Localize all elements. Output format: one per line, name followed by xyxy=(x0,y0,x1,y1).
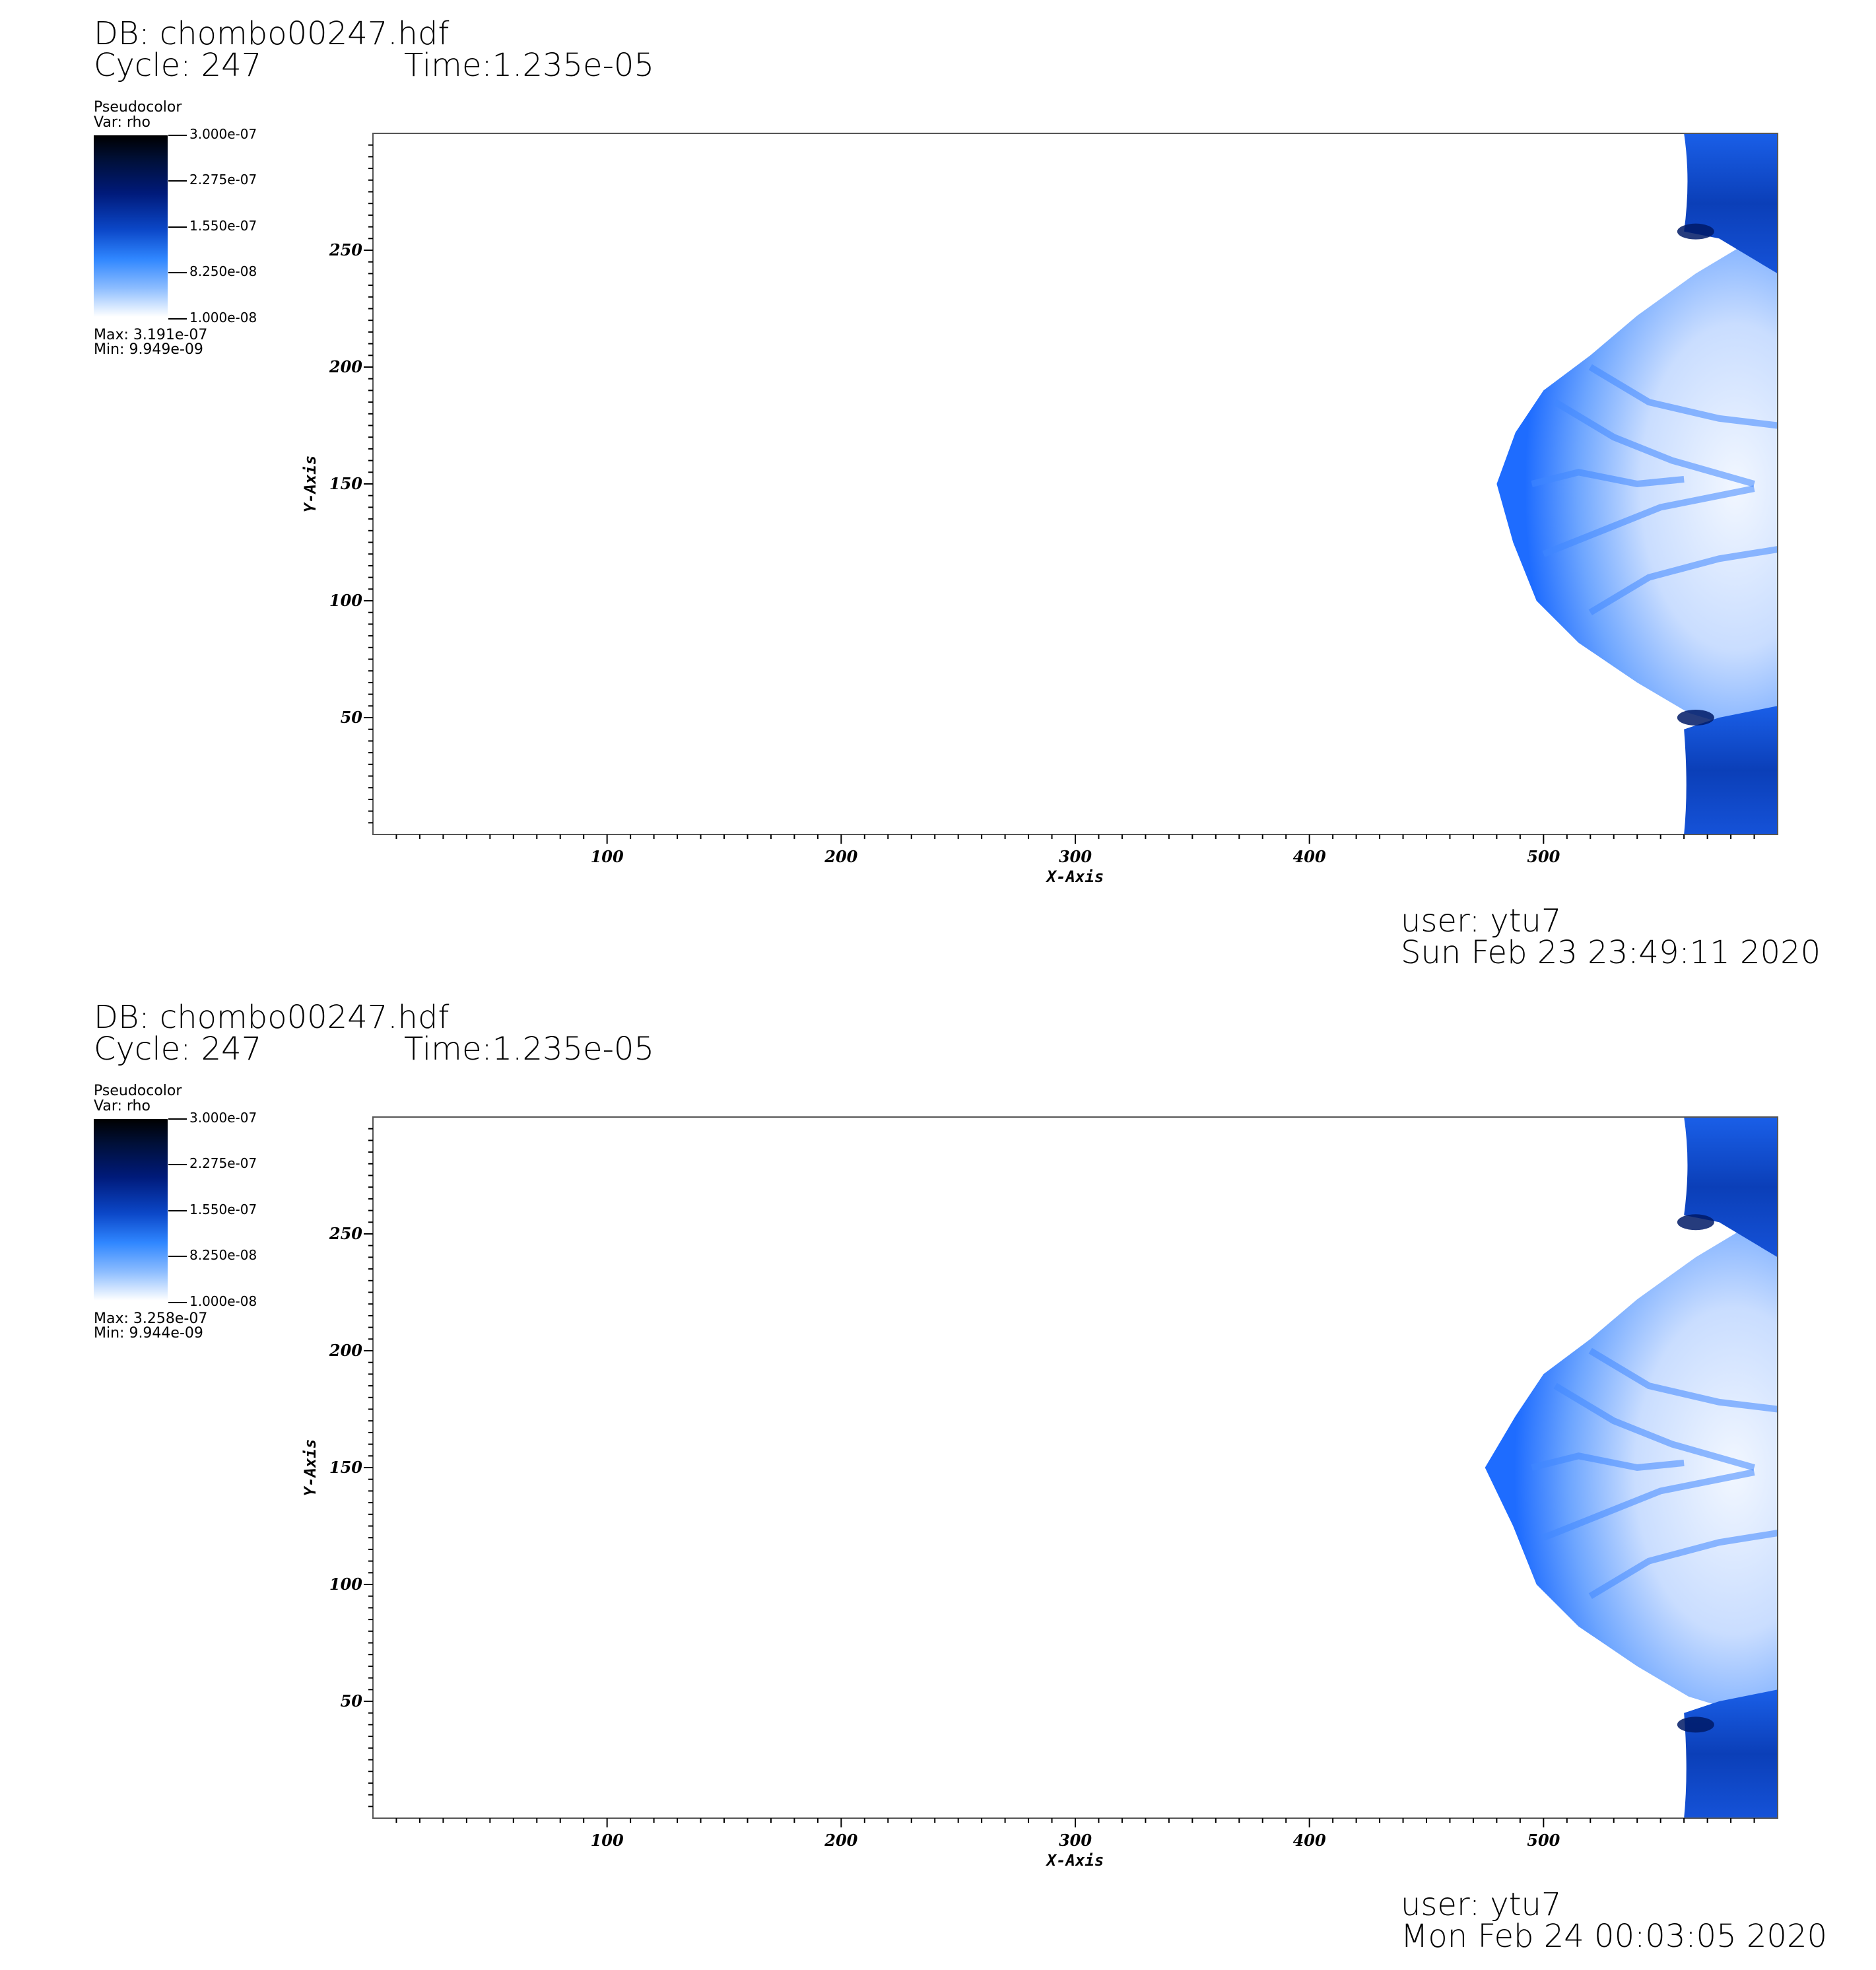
dense-knot xyxy=(1677,1214,1714,1231)
user-label: user: ytu7 xyxy=(1401,902,1562,939)
y-tick-label: 200 xyxy=(329,357,362,376)
colorbar-tick-label: 3.000e-07 xyxy=(168,126,257,142)
y-axis: 50 100 150 200 250 Y-Axis xyxy=(301,144,373,824)
database-label: DB: chombo00247.hdf xyxy=(94,999,450,1036)
colorbar-tick-label: 8.250e-08 xyxy=(168,263,257,279)
colorbar xyxy=(94,1119,168,1301)
y-tick-label: 100 xyxy=(329,1575,362,1594)
x-axis-title: X-Axis xyxy=(1046,1851,1104,1868)
x-tick-label: 100 xyxy=(591,847,624,866)
legend-min: Min: 9.944e-09 xyxy=(94,1325,203,1342)
y-axis-title: Y-Axis xyxy=(301,456,319,513)
colorbar-tick-label: 1.550e-07 xyxy=(168,1202,257,1217)
cycle-label: Cycle: 247 xyxy=(94,1031,262,1068)
filament xyxy=(1588,1530,1778,1599)
legend-title: Pseudocolor xyxy=(94,99,182,116)
filament xyxy=(1531,1452,1685,1472)
legend-min: Min: 9.949e-09 xyxy=(94,341,203,358)
shock-shell xyxy=(1496,245,1778,730)
colorbar-tick-label: 8.250e-08 xyxy=(168,1247,257,1263)
dense-column-bottom xyxy=(1684,1689,1778,1818)
colorbar-tick-label: 1.000e-08 xyxy=(168,1293,257,1309)
plot-panel-2: DB: chombo00247.hdf Cycle: 247 Time:1.23… xyxy=(0,984,1876,1967)
shock-shell xyxy=(1485,1229,1778,1713)
filament xyxy=(1553,1382,1755,1471)
filament xyxy=(1542,1469,1755,1541)
filament xyxy=(1588,364,1778,429)
dense-knot xyxy=(1677,223,1714,240)
filament xyxy=(1531,469,1685,488)
legend-variable: Var: rho xyxy=(94,114,151,131)
dense-knot xyxy=(1677,1716,1714,1733)
database-label: DB: chombo00247.hdf xyxy=(94,15,450,52)
y-axis: 50 100 150 200 250 Y-Axis xyxy=(301,1128,373,1808)
x-axis: 100 200 300 400 500 X-Axis xyxy=(395,1818,1755,1868)
x-tick-label: 400 xyxy=(1293,1831,1326,1850)
y-tick-label: 50 xyxy=(341,1691,363,1711)
y-tick-label: 150 xyxy=(329,474,362,493)
filament xyxy=(1553,399,1755,487)
density-field xyxy=(1496,133,1778,834)
plot-area: 100 200 300 400 500 X-Axis 50 100 150 200 250 Y-Axi… xyxy=(301,1116,1778,1868)
filament xyxy=(1588,546,1778,615)
colorbar-tick-label: 1.000e-08 xyxy=(168,310,257,325)
y-tick-label: 200 xyxy=(329,1341,362,1360)
y-tick-label: 250 xyxy=(329,1224,362,1243)
legend-variable: Var: rho xyxy=(94,1098,151,1114)
legend-title: Pseudocolor xyxy=(94,1083,182,1099)
cycle-time-line: Cycle: 247 Time:1.235e-05 xyxy=(94,1031,654,1068)
plot-panel-1: DB: chombo00247.hdf Cycle: 247 Time:1.23… xyxy=(0,0,1876,984)
date-label: Sun Feb 23 23:49:11 2020 xyxy=(1401,934,1821,971)
colorbar-tick-label: 1.550e-07 xyxy=(168,218,257,234)
x-tick-label: 500 xyxy=(1527,1831,1560,1850)
time-label: Time:1.235e-05 xyxy=(404,47,654,84)
filament xyxy=(1588,1347,1778,1413)
x-axis-title: X-Axis xyxy=(1046,867,1104,885)
dense-knot xyxy=(1677,710,1714,726)
time-label: Time:1.235e-05 xyxy=(404,1031,654,1068)
y-tick-label: 150 xyxy=(329,1458,362,1477)
colorbar-tick-label: 3.000e-07 xyxy=(168,1110,257,1126)
x-axis: 100 200 300 400 500 X-Axis xyxy=(395,834,1755,885)
dense-column-top xyxy=(1684,1117,1778,1258)
y-tick-label: 250 xyxy=(329,240,362,259)
x-tick-label: 500 xyxy=(1527,847,1560,866)
dense-column-bottom xyxy=(1684,706,1778,834)
legend-max: Max: 3.191e-07 xyxy=(94,327,208,343)
x-tick-label: 200 xyxy=(824,1831,857,1850)
user-label: user: ytu7 xyxy=(1401,1886,1562,1923)
y-tick-label: 50 xyxy=(341,708,363,727)
date-label: Mon Feb 24 00:03:05 2020 xyxy=(1401,1918,1828,1955)
filament xyxy=(1542,485,1755,557)
cycle-label: Cycle: 247 xyxy=(94,47,262,84)
x-tick-label: 100 xyxy=(591,1831,624,1850)
colorbar-tick-label: 2.275e-07 xyxy=(168,1155,257,1171)
x-tick-label: 300 xyxy=(1059,847,1092,866)
dense-column-top xyxy=(1684,133,1778,274)
colorbar-tick-label: 2.275e-07 xyxy=(168,172,257,187)
density-field xyxy=(1485,1117,1778,1818)
legend-max: Max: 3.258e-07 xyxy=(94,1310,208,1327)
y-axis-title: Y-Axis xyxy=(301,1439,319,1497)
colorbar xyxy=(94,135,168,317)
x-tick-label: 300 xyxy=(1059,1831,1092,1850)
x-tick-label: 400 xyxy=(1293,847,1326,866)
cycle-time-line: Cycle: 247 Time:1.235e-05 xyxy=(94,47,654,84)
y-tick-label: 100 xyxy=(329,591,362,610)
x-tick-label: 200 xyxy=(824,847,857,866)
plot-area: 100 200 300 400 500 X-Axis 50 100 150 200 250 Y-Axi… xyxy=(301,133,1778,885)
